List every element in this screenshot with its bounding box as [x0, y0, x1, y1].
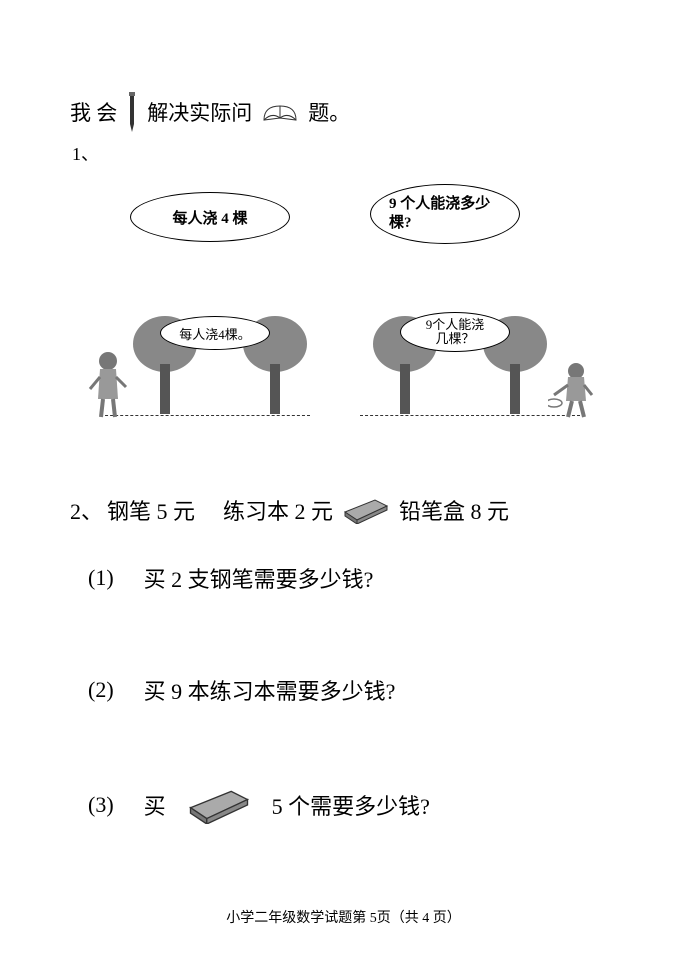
- title-part3: 题。: [308, 97, 350, 127]
- sub3-suffix: 5 个需要多少钱?: [272, 789, 430, 821]
- child-icon: [548, 359, 594, 424]
- title-part1: 我 会: [70, 97, 117, 127]
- child-icon: [88, 349, 128, 424]
- pencilcase-icon: [341, 496, 391, 524]
- inner-bubble-left: 每人浇4棵。: [160, 316, 270, 350]
- sub3-num: (3): [88, 792, 114, 818]
- section-title: 我 会 解决实际问 题。: [70, 90, 627, 134]
- inner-left-text: 每人浇4棵。: [179, 324, 251, 343]
- q1-scene: 每人浇 4 棵 9 个人能浇多少棵?: [80, 174, 600, 424]
- q2-sub3: (3) 买 5 个需要多少钱?: [88, 786, 627, 824]
- illustration: 每人浇4棵。 9个人能浇 几棵？: [80, 274, 600, 424]
- q2-item1: 钢笔 5 元: [107, 494, 195, 526]
- q2-sub1: (1) 买 2 支钢笔需要多少钱?: [88, 562, 627, 594]
- bubble-left-text: 每人浇 4 棵: [172, 207, 247, 228]
- sub2-num: (2): [88, 677, 114, 703]
- sub1-text: 买 2 支钢笔需要多少钱?: [144, 562, 374, 594]
- speech-bubble-left: 每人浇 4 棵: [130, 192, 290, 242]
- q2-item2: 练习本 2 元: [223, 494, 333, 526]
- q2-label: 2、: [70, 494, 103, 526]
- inner-right-text: 9个人能浇 几棵？: [426, 318, 485, 347]
- q2-line: 2、 钢笔 5 元 练习本 2 元 铅笔盒 8 元: [70, 494, 627, 526]
- sub1-num: (1): [88, 565, 114, 591]
- page-footer: 小学二年级数学试题第 5页（共 4 页）: [0, 907, 687, 927]
- pen-icon: [125, 90, 139, 134]
- bubble-right-text: 9 个人能浇多少棵?: [389, 195, 501, 234]
- sub3-prefix: 买: [144, 789, 166, 821]
- sub2-text: 买 9 本练习本需要多少钱?: [144, 674, 396, 706]
- speech-bubble-right: 9 个人能浇多少棵?: [370, 184, 520, 244]
- q2-sub2: (2) 买 9 本练习本需要多少钱?: [88, 674, 627, 706]
- q2-item3: 铅笔盒 8 元: [399, 494, 509, 526]
- pencilcase-icon: [184, 786, 254, 824]
- title-part2: 解决实际问: [147, 97, 252, 127]
- inner-bubble-right: 9个人能浇 几棵？: [400, 312, 510, 352]
- open-book-icon: [262, 98, 298, 126]
- q1-label: 1、: [72, 140, 627, 166]
